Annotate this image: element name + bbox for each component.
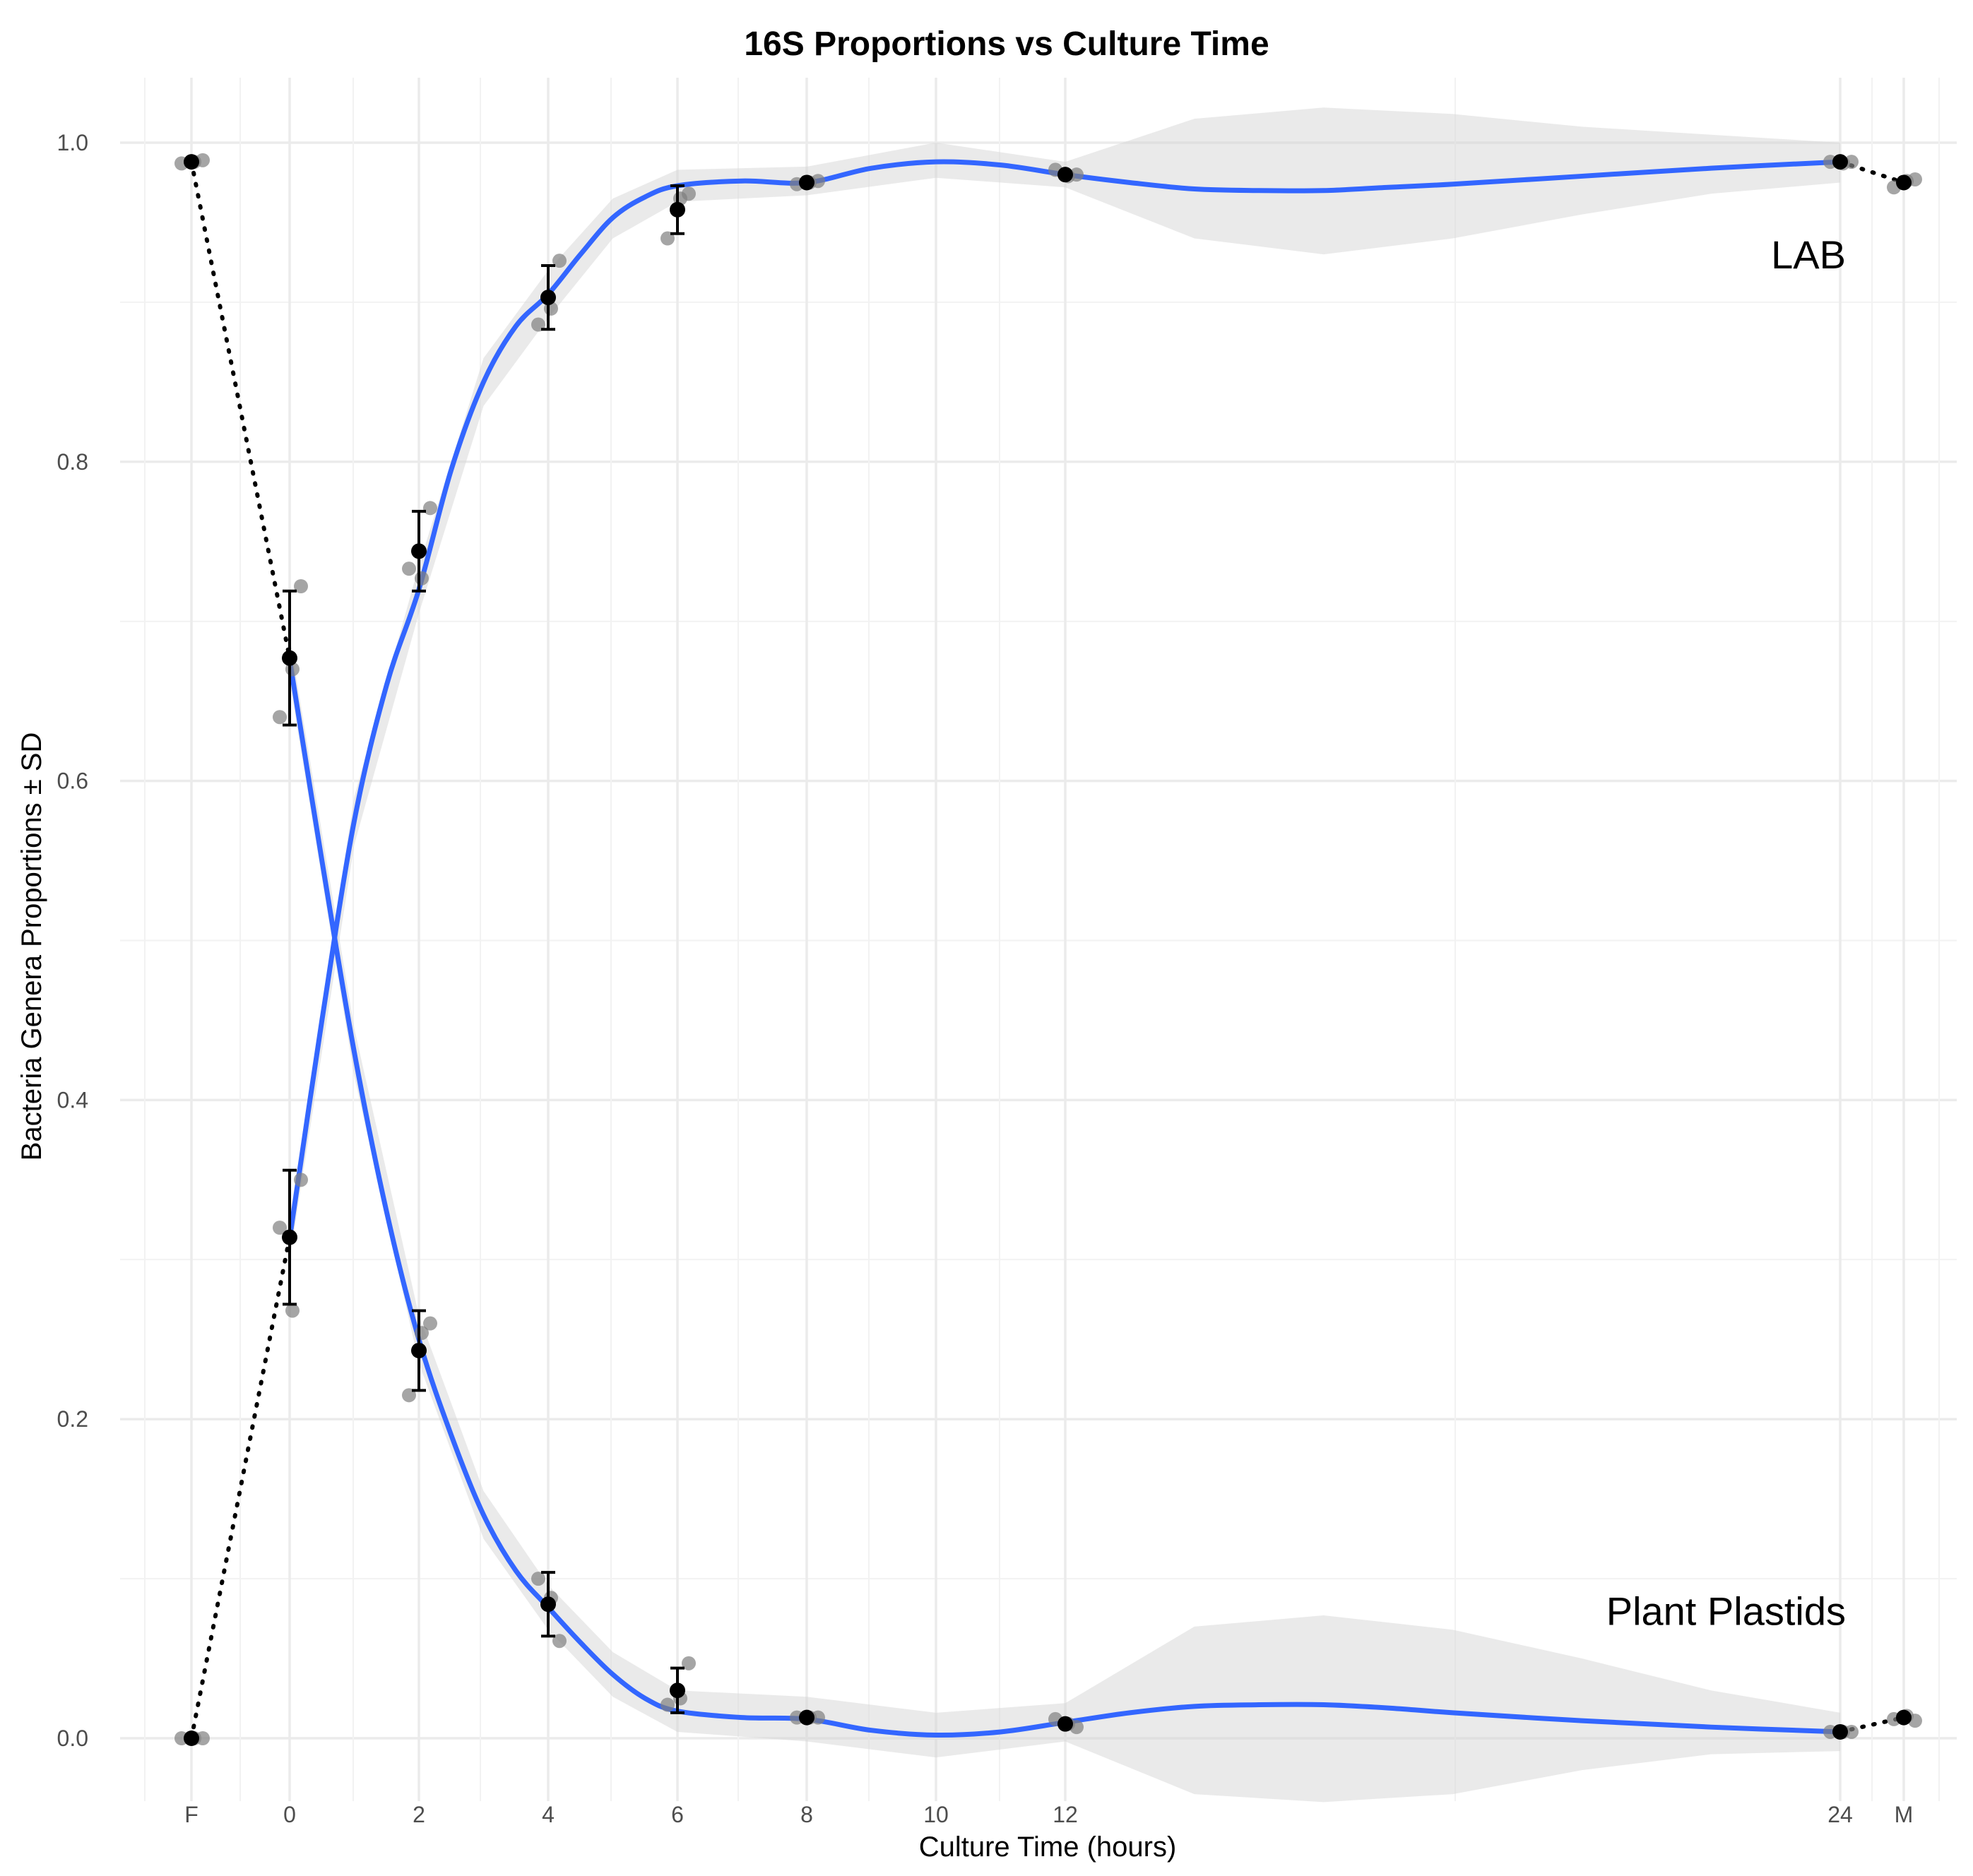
observation-point	[1908, 1714, 1922, 1728]
y-tick-label: 0.6	[57, 768, 88, 794]
observation-point	[552, 1634, 567, 1649]
confidence-bands	[290, 107, 1840, 1803]
mean-point	[184, 1730, 199, 1746]
observation-point	[1844, 155, 1859, 170]
lab-smooth-line	[287, 159, 1843, 1242]
mean-point	[1832, 154, 1848, 170]
plastid-smooth-line	[287, 657, 1843, 1738]
y-tick-label: 1.0	[57, 130, 88, 155]
x-axis-title: Culture Time (hours)	[919, 1832, 1177, 1863]
mean-point	[540, 1596, 556, 1613]
observation-point	[682, 1656, 696, 1670]
x-tick-label: M	[1895, 1802, 1914, 1827]
x-tick-label: 2	[413, 1802, 425, 1827]
x-tick-label: 12	[1053, 1802, 1078, 1827]
observation-point	[1908, 172, 1922, 186]
mean-point	[1896, 1709, 1912, 1726]
mean-points	[184, 154, 1912, 1746]
mean-point	[799, 174, 814, 191]
observation-point	[423, 501, 437, 516]
mean-point	[184, 154, 199, 170]
chart-title: 16S Proportions vs Culture Time	[744, 25, 1269, 63]
observation-point	[660, 1697, 675, 1712]
x-tick-label: 6	[671, 1802, 684, 1827]
y-tick-label: 0.2	[57, 1406, 88, 1432]
mean-point	[799, 1709, 814, 1726]
dotted-connectors	[189, 160, 1906, 1740]
x-tick-label: F	[184, 1802, 199, 1827]
grid	[120, 78, 1957, 1801]
x-tick-label: 0	[283, 1802, 296, 1827]
observation-point	[402, 562, 416, 576]
mean-point	[670, 1682, 685, 1699]
observation-point	[811, 174, 825, 189]
error-bars	[283, 184, 685, 1714]
observation-point	[285, 1303, 300, 1318]
observation-point	[1070, 167, 1084, 182]
y-tick-label: 0.0	[57, 1726, 88, 1751]
observation-point	[682, 186, 696, 201]
y-tick-label: 0.4	[57, 1087, 88, 1112]
observation-point	[273, 1221, 287, 1235]
observation-point	[1070, 1720, 1084, 1735]
mean-point	[411, 543, 427, 559]
mean-point	[1057, 167, 1073, 183]
mean-point	[1832, 1723, 1848, 1740]
series-annotation: Plant Plastids	[1606, 1589, 1846, 1633]
series-annotation: LAB	[1771, 232, 1846, 277]
observation-point	[423, 1316, 437, 1331]
y-tick-labels: 0.0 0.2 0.4 0.6 0.8 1.0	[57, 130, 88, 1751]
observation-point	[294, 1172, 308, 1187]
observation-point	[552, 254, 567, 268]
observation-point	[811, 1710, 825, 1725]
observation-points	[174, 153, 1922, 1745]
mean-point	[411, 1343, 427, 1359]
mean-point	[670, 201, 685, 218]
x-tick-label: 8	[800, 1802, 813, 1827]
observation-point	[415, 571, 429, 586]
x-tick-label: 4	[542, 1802, 555, 1827]
mean-point	[1057, 1716, 1073, 1732]
observation-point	[1844, 1724, 1859, 1739]
observation-point	[196, 1731, 210, 1745]
annotations: LAB Plant Plastids	[1606, 232, 1846, 1633]
x-tick-label: 10	[923, 1802, 949, 1827]
observation-point	[196, 153, 210, 167]
smooth-lines	[287, 159, 1843, 1738]
mean-point	[1896, 174, 1912, 191]
observation-point	[294, 579, 308, 594]
x-tick-label: 24	[1827, 1802, 1853, 1827]
y-tick-label: 0.8	[57, 449, 88, 475]
plastid-confidence-band	[290, 637, 1840, 1803]
observation-point	[531, 1572, 545, 1586]
mean-point	[282, 1229, 297, 1245]
observation-point	[273, 710, 287, 725]
mean-point	[282, 650, 297, 666]
y-axis-title: Bacteria Genera Proportions ± SD	[16, 732, 47, 1161]
mean-point	[540, 290, 556, 306]
x-tick-labels: F 0 2 4 6 8 10 12 24 M	[184, 1802, 1913, 1827]
dotted-connector	[189, 160, 292, 660]
